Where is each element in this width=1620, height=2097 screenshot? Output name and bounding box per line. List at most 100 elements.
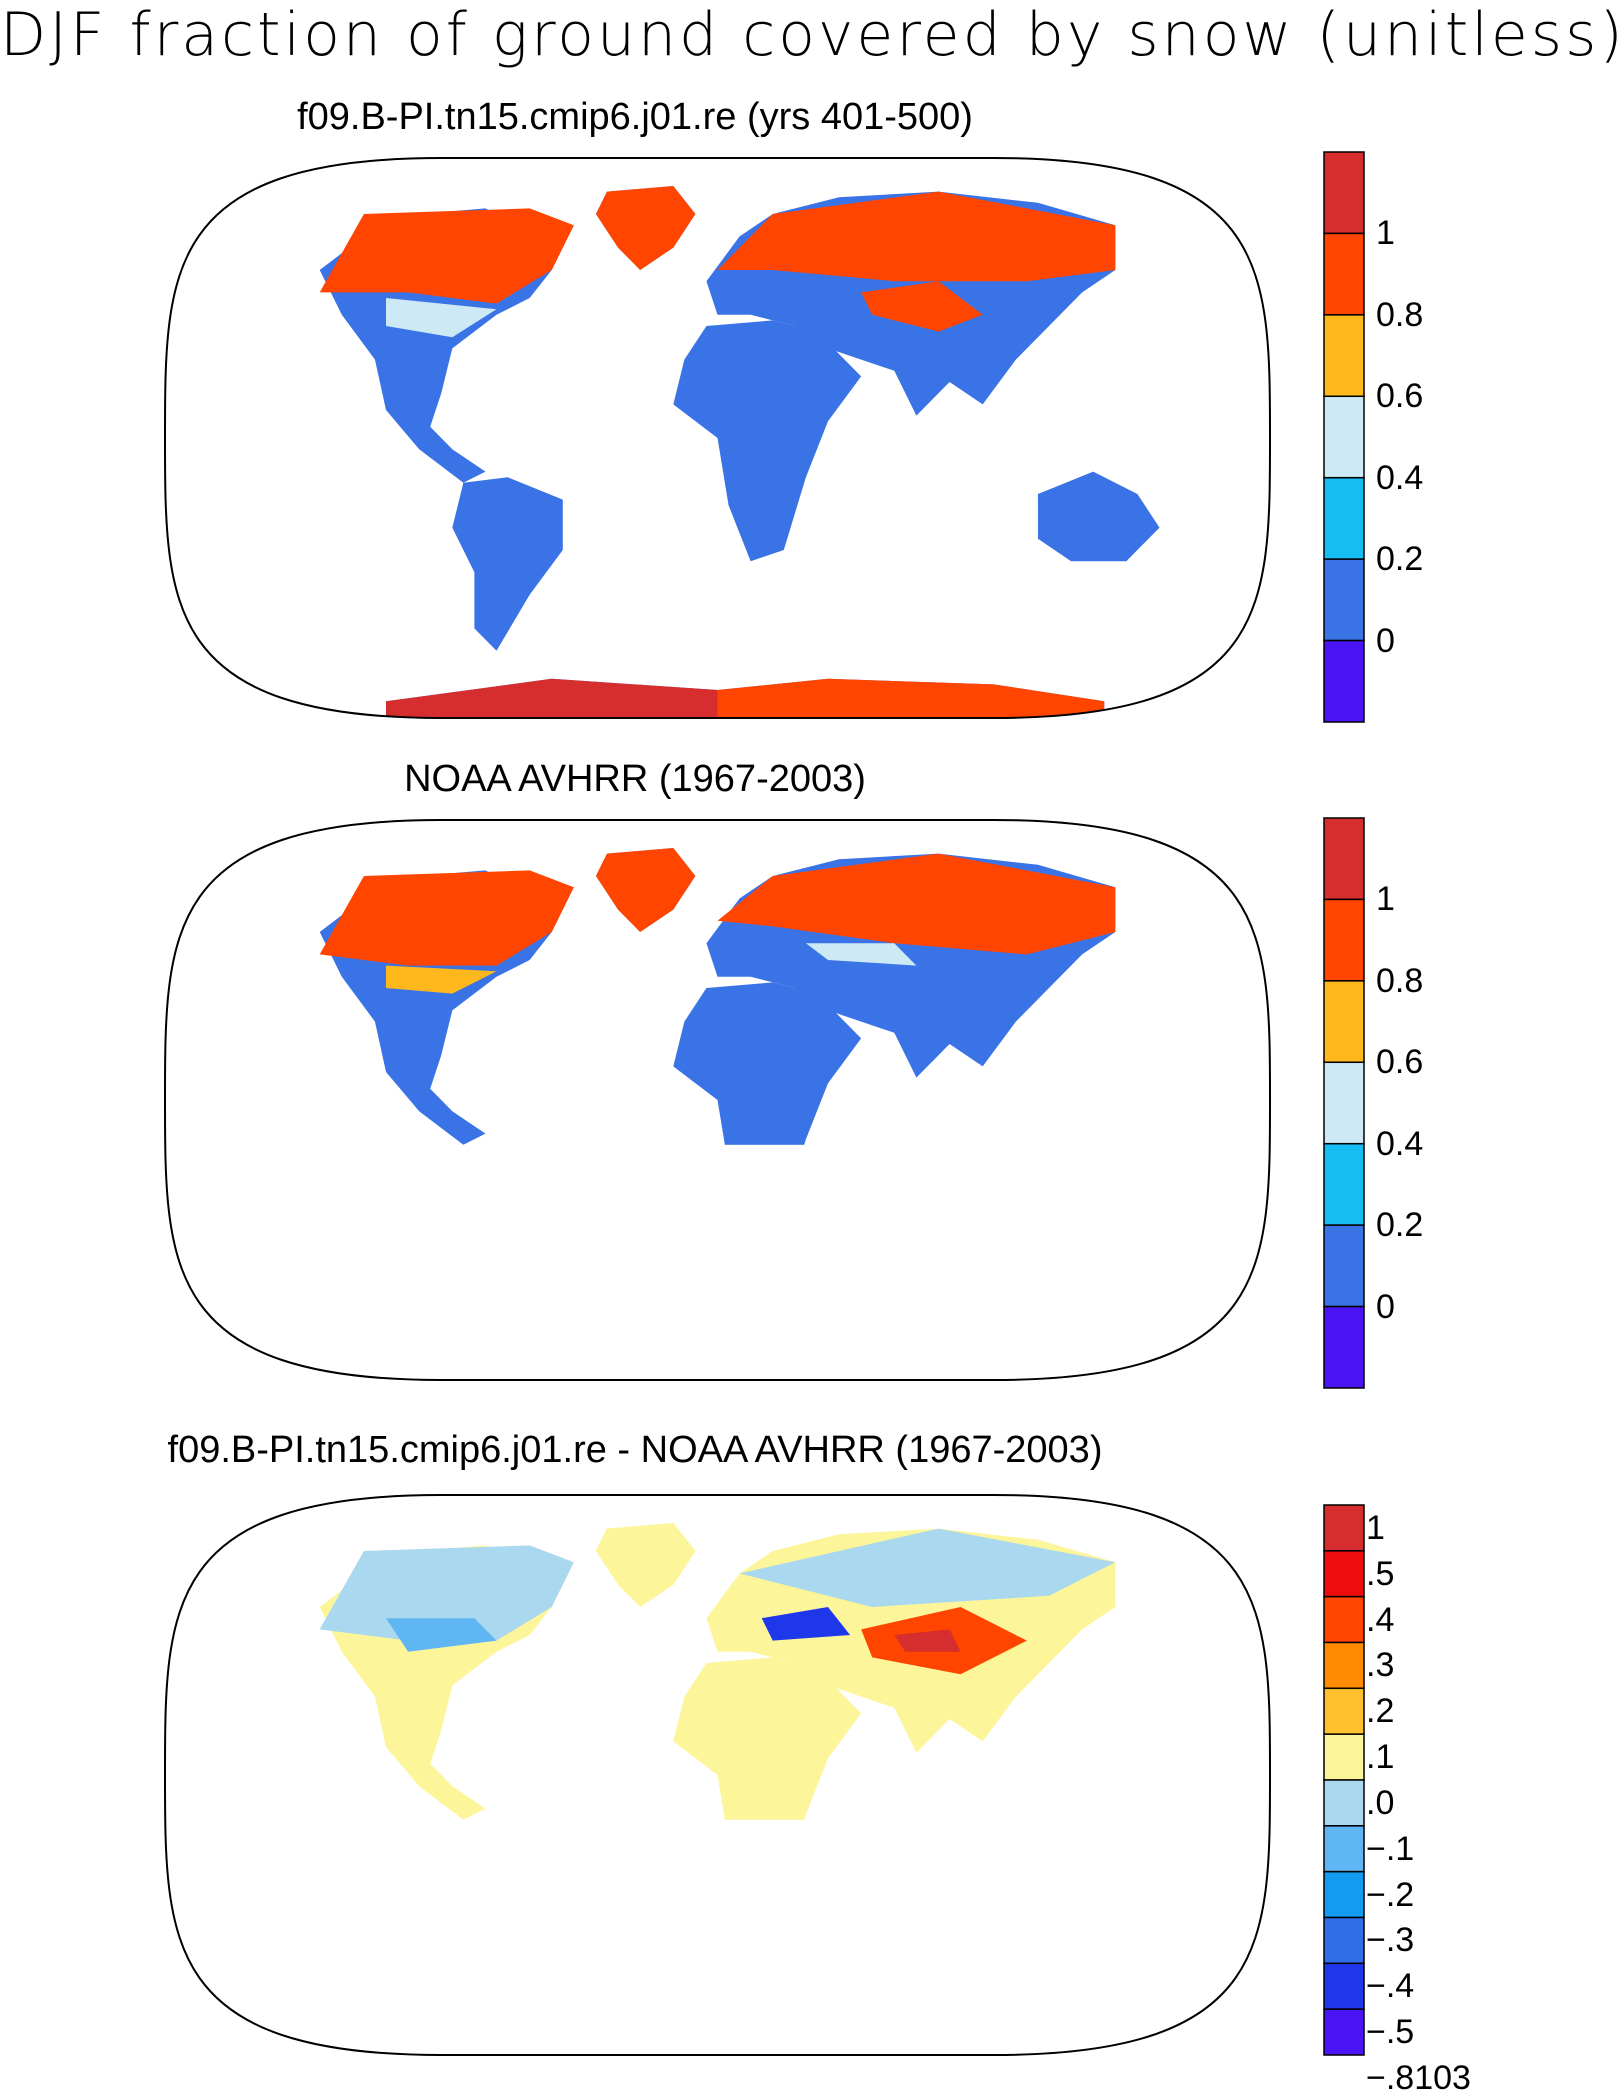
colorbar-tick-label: 1 xyxy=(1376,880,1395,919)
colorbar-tick-label: .1 xyxy=(1366,1738,1395,1777)
land-region xyxy=(673,320,862,562)
snow-region xyxy=(739,1528,1116,1607)
coastline xyxy=(706,1529,1115,1753)
panel-3-map xyxy=(163,1494,1272,2056)
colorbar-tick-label: 0 xyxy=(1376,1287,1395,1326)
colorbar-tick-label: −.5 xyxy=(1366,2013,1415,2052)
colorbar-box xyxy=(1323,1962,1365,2010)
map-frame xyxy=(163,157,1272,719)
colorbars xyxy=(1323,151,1365,2056)
colorbar-box xyxy=(1323,395,1365,479)
colorbar-tick-label: −.2 xyxy=(1366,1875,1415,1914)
colorbar-box xyxy=(1323,1142,1365,1226)
snow-region xyxy=(805,943,917,966)
panel-2-title: NOAA AVHRR (1967-2003) xyxy=(404,758,866,800)
land-region xyxy=(673,982,862,1224)
colorbar-box xyxy=(1323,1687,1365,1735)
coastline xyxy=(386,1341,1104,1380)
colorbar-box xyxy=(1323,1779,1365,1827)
land-region xyxy=(673,1657,862,1899)
colorbar-box xyxy=(1323,1595,1365,1644)
colorbar-box xyxy=(1323,232,1365,316)
coastline xyxy=(1038,472,1160,562)
coastline xyxy=(596,186,695,270)
colorbar-tick-label: 0.6 xyxy=(1376,377,1424,416)
snow-region xyxy=(717,853,1116,955)
colorbar-tick-label: −.4 xyxy=(1366,1967,1415,2006)
colorbar-tick-label: 0.8 xyxy=(1376,961,1424,1000)
colorbar-tick-label: .0 xyxy=(1366,1783,1395,1822)
coastline xyxy=(706,192,1115,416)
coastline xyxy=(596,1523,695,1607)
figure-title: DJF fraction of ground covered by snow (… xyxy=(0,0,1620,70)
coastline xyxy=(1038,1809,1160,1899)
snow-region xyxy=(386,965,497,994)
coastline xyxy=(673,982,861,1223)
snow-region xyxy=(386,678,718,718)
snow-region xyxy=(319,870,574,966)
colorbar-tick-label: 0.2 xyxy=(1376,1206,1424,1245)
snow-region xyxy=(717,191,1116,282)
colorbar-box xyxy=(1323,898,1365,982)
colorbar-tick-label: 0.4 xyxy=(1376,1124,1424,1163)
snow-region xyxy=(595,848,696,932)
colorbar-box xyxy=(1323,1305,1365,1389)
snow-region xyxy=(894,1629,961,1652)
colorbar-tick-label: 1 xyxy=(1366,1508,1385,1547)
panel-2-map xyxy=(163,819,1272,1381)
colorbar-box xyxy=(1323,476,1365,560)
coastline xyxy=(673,1657,861,1898)
colorbar-tick-label: −.8103 xyxy=(1366,2058,1471,2097)
colorbar-box xyxy=(1323,980,1365,1064)
snow-region xyxy=(386,1618,497,1652)
colorbar-tick-label: .3 xyxy=(1366,1646,1395,1685)
colorbar-box xyxy=(1323,1733,1365,1781)
no-data-region xyxy=(651,1819,895,1932)
colorbar-tick-label: 0.8 xyxy=(1376,295,1424,334)
colorbar-box xyxy=(1323,314,1365,398)
coastline xyxy=(320,208,574,482)
land-region xyxy=(1037,471,1160,562)
colorbar-tick-label: 0.4 xyxy=(1376,458,1424,497)
snow-region xyxy=(761,1607,851,1641)
coastline xyxy=(386,2016,1104,2055)
land-region xyxy=(452,477,563,651)
colorbar-box xyxy=(1323,1870,1365,1919)
colorbar-tick-label: −.1 xyxy=(1366,1829,1415,1868)
colorbar-tick-label: .2 xyxy=(1366,1692,1395,1731)
coastline xyxy=(452,477,563,651)
colorbar-box xyxy=(1323,1641,1365,1690)
snow-region xyxy=(319,208,574,304)
colorbar-box xyxy=(1323,1061,1365,1145)
coastline xyxy=(452,1814,563,1988)
snow-region xyxy=(319,1545,574,1641)
coastline xyxy=(452,1139,563,1313)
colorbar-tick-label: 0.6 xyxy=(1376,1043,1424,1082)
coastline xyxy=(673,320,861,561)
colorbar-tick-label: .4 xyxy=(1366,1600,1395,1639)
colorbar-tick-label: 1 xyxy=(1376,214,1395,253)
colorbar-box xyxy=(1323,1504,1365,1552)
coastline xyxy=(596,848,695,932)
colorbar-box xyxy=(1323,817,1365,901)
colorbar-box xyxy=(1323,151,1365,235)
snow-region xyxy=(861,281,983,332)
snow-region xyxy=(386,298,497,338)
coastline xyxy=(320,1545,574,1819)
colorbar-tick-label: 0.2 xyxy=(1376,540,1424,579)
colorbar-box xyxy=(1323,2008,1365,2056)
panel-1-map xyxy=(163,157,1272,719)
colorbar-tick-label: .5 xyxy=(1366,1554,1395,1593)
colorbar-box xyxy=(1323,1224,1365,1308)
colorbar-box xyxy=(1323,558,1365,642)
no-data-region xyxy=(651,1144,895,1257)
colorbar-tick-label: −.3 xyxy=(1366,1921,1415,1960)
panel-1-title: f09.B-PI.tn15.cmip6.j01.re (yrs 401-500) xyxy=(297,96,973,138)
coastline xyxy=(386,679,1104,718)
coastline xyxy=(706,854,1115,1078)
snow-region xyxy=(595,186,696,270)
snow-region xyxy=(717,678,1105,718)
map-frame xyxy=(163,819,1272,1381)
map-frame xyxy=(163,1494,1272,2056)
